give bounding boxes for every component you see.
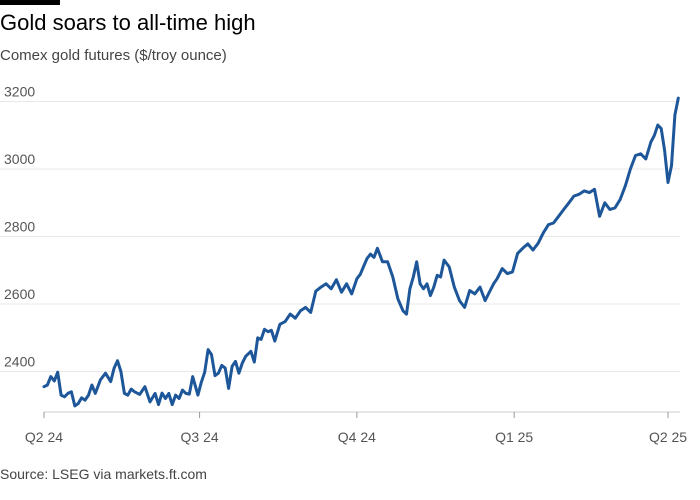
x-tick-label: Q1 25 <box>495 429 533 445</box>
source-note: Source: LSEG via markets.ft.com <box>0 466 207 482</box>
x-tick-label: Q3 24 <box>181 429 219 445</box>
x-tick-label: Q2 25 <box>649 429 687 445</box>
series-line-0 <box>42 96 680 408</box>
line-chart: 2400 2600 2800 3000 3200 Q2 24 Q3 24 Q4 24 Q1 2… <box>0 84 687 445</box>
gridlines <box>0 101 680 372</box>
y-tick-label: 3200 <box>4 84 35 100</box>
series-layer <box>42 96 680 408</box>
y-axis-ticks: 2400 2600 2800 3000 3200 <box>4 84 35 370</box>
y-tick-label: 2600 <box>4 286 35 302</box>
y-tick-label: 3000 <box>4 151 35 167</box>
chart-subtitle: Comex gold futures ($/troy ounce) <box>0 47 227 64</box>
x-tick-label: Q2 24 <box>25 429 63 445</box>
chart-title: Gold soars to all-time high <box>0 10 256 35</box>
x-tick-label: Q4 24 <box>338 429 376 445</box>
y-tick-label: 2400 <box>4 354 35 370</box>
y-tick-label: 2800 <box>4 219 35 235</box>
brand-bar <box>0 0 60 5</box>
x-axis: Q2 24 Q3 24 Q4 24 Q1 25 Q2 25 <box>25 411 687 445</box>
